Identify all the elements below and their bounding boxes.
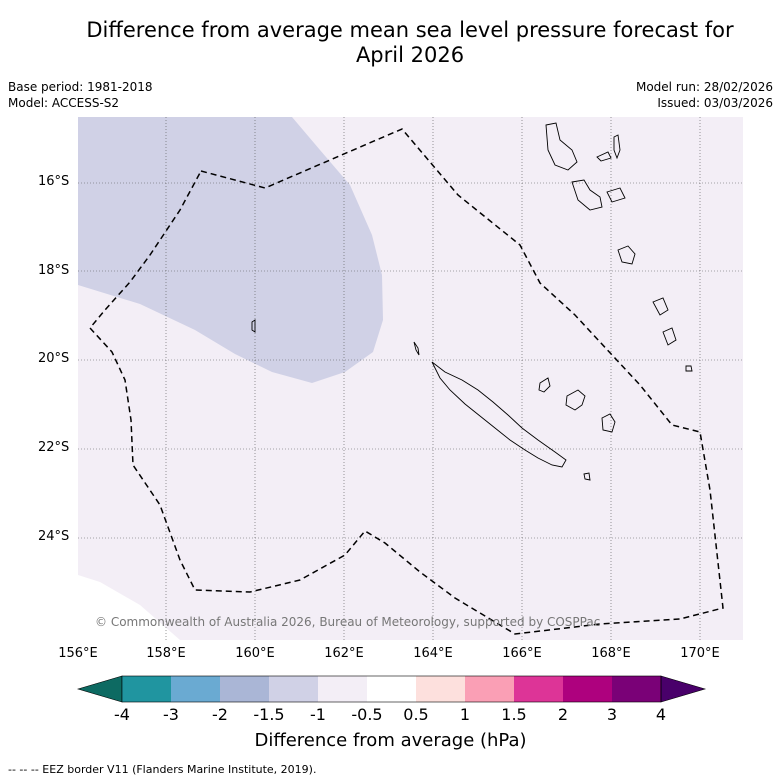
colorbar-tick-label: 4 — [655, 705, 667, 724]
lat-label-18s: 18°S — [38, 263, 70, 278]
meta-right: Model run: 28/02/2026 Issued: 03/03/2026 — [636, 79, 773, 111]
vanuatu-erromango — [652, 297, 669, 316]
lon-label-156e: 156°E — [58, 646, 98, 661]
lon-label-158e: 158°E — [146, 646, 186, 661]
title-line-2: April 2026 — [355, 43, 465, 67]
vanuatu-efate — [617, 245, 636, 265]
colorbar-extend-low — [76, 675, 123, 703]
colorbar-bin-2 — [171, 676, 220, 702]
loyalty-islands-mare — [601, 413, 616, 433]
eez-legend-footer: -- -- -- EEZ border V11 (Flanders Marine… — [8, 763, 317, 776]
lon-label-162e: 162°E — [324, 646, 364, 661]
colorbar-bin-1 — [122, 676, 171, 702]
belep-islands — [413, 341, 420, 356]
colorbar-bin-11 — [612, 676, 661, 702]
colorbar-tick-label: 3 — [606, 705, 618, 724]
copyright-text: © Commonwealth of Australia 2026, Bureau… — [95, 615, 600, 629]
vanuatu-aneityum — [685, 365, 693, 372]
colorbar-tick-label: 0.5 — [403, 705, 429, 724]
anomaly-region-neutral — [78, 575, 180, 640]
loyalty-islands-ouvea — [538, 377, 551, 393]
colorbar-outline — [121, 675, 662, 703]
model-run: Model run: 28/02/2026 — [635, 80, 773, 94]
colorbar-tick-label: -1 — [310, 705, 326, 724]
isle-of-pines — [583, 472, 591, 481]
chart-title: Difference from average mean sea level p… — [70, 18, 750, 68]
colorbar-tick-label: 2 — [557, 705, 569, 724]
chesterfield-reef — [251, 319, 256, 333]
colorbar-tick-label: -3 — [163, 705, 179, 724]
new-caledonia-main-island — [431, 361, 567, 468]
colorbar-bin-7 — [416, 676, 465, 702]
gridlines — [78, 117, 743, 640]
colorbar-extend-high — [660, 675, 707, 703]
lon-label-160e: 160°E — [235, 646, 275, 661]
lat-label-24s: 24°S — [38, 529, 70, 544]
colorbar-tick-label: -1.5 — [253, 705, 285, 724]
loyalty-islands-lifou — [565, 389, 586, 411]
title-line-1: Difference from average mean sea level p… — [86, 18, 734, 42]
lat-label-20s: 20°S — [38, 351, 70, 366]
meta-left: Base period: 1981-2018 Model: ACCESS-S2 — [8, 79, 153, 111]
model-name: Model: ACCESS-S2 — [8, 96, 120, 110]
base-period: Base period: 1981-2018 — [8, 80, 153, 94]
coastlines — [251, 122, 693, 481]
lat-label-22s: 22°S — [38, 440, 70, 455]
lat-label-16s: 16°S — [38, 174, 70, 189]
colorbar-bin-4 — [269, 676, 318, 702]
issued-date: Issued: 03/03/2026 — [657, 96, 773, 110]
lon-label-166e: 166°E — [502, 646, 542, 661]
colorbar-title: Difference from average (hPa) — [254, 730, 527, 751]
colorbar-tick-label: -0.5 — [351, 705, 383, 724]
colorbar — [76, 675, 707, 703]
lon-label-170e: 170°E — [680, 646, 720, 661]
map-area: © Commonwealth of Australia 2026, Bureau… — [78, 117, 743, 640]
colorbar-tick-label: 1 — [459, 705, 471, 724]
colorbar-tick-label: -4 — [114, 705, 130, 724]
colorbar-bin-3 — [220, 676, 269, 702]
lon-label-164e: 164°E — [413, 646, 453, 661]
colorbar-bin-9 — [514, 676, 563, 702]
eez-border — [89, 128, 724, 635]
vanuatu-maewo — [613, 134, 621, 160]
colorbar-tick-label: 1.5 — [501, 705, 527, 724]
colorbar-bin-6 — [367, 676, 416, 702]
colorbar-bin-5 — [318, 676, 367, 702]
colorbar-tick-label: -2 — [212, 705, 228, 724]
vanuatu-pentecost-ambrym — [606, 187, 626, 203]
lon-label-168e: 168°E — [591, 646, 631, 661]
colorbar-bin-8 — [465, 676, 514, 702]
anomaly-region-negative — [78, 117, 383, 383]
vanuatu-tanna — [662, 327, 677, 346]
colorbar-bin-10 — [563, 676, 612, 702]
vanuatu-ambae — [596, 151, 612, 162]
vanuatu-malakula — [571, 179, 603, 211]
vanuatu-espiritu-santo — [545, 122, 578, 171]
